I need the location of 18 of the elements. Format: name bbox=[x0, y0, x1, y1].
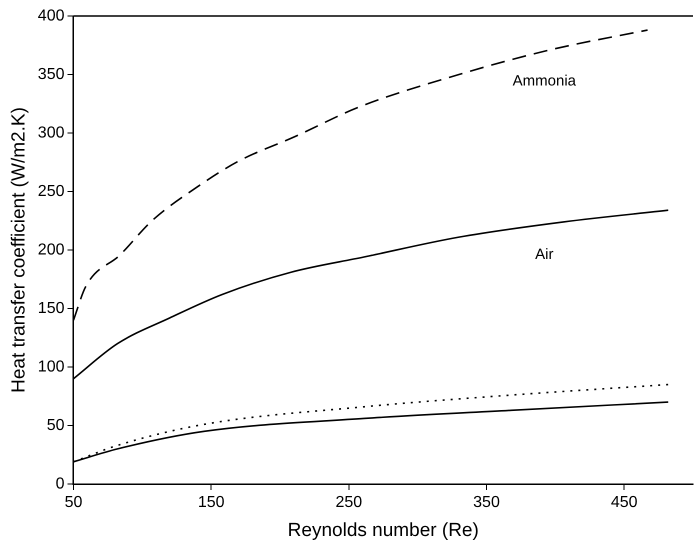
y-tick-label: 150 bbox=[38, 300, 65, 317]
series-label: Air bbox=[535, 246, 554, 263]
y-axis-title: Heat transfer coefficient (W/m2.K) bbox=[8, 107, 30, 393]
x-tick-label: 450 bbox=[610, 494, 638, 512]
y-tick-label: 300 bbox=[38, 124, 65, 142]
y-tick-label: 100 bbox=[38, 358, 65, 376]
y-tick-label: 400 bbox=[38, 7, 65, 24]
x-axis-title: Reynolds number (Re) bbox=[288, 520, 479, 541]
y-tick-label: 250 bbox=[38, 182, 65, 200]
y-tick-label: 350 bbox=[38, 66, 65, 83]
y-tick-label: 0 bbox=[56, 475, 65, 492]
y-tick-label: 50 bbox=[46, 416, 65, 434]
x-tick-label: 250 bbox=[335, 494, 362, 512]
series-label: Ammonia bbox=[512, 72, 577, 90]
y-tick-label: 200 bbox=[38, 241, 65, 258]
x-tick-label: 150 bbox=[198, 494, 225, 512]
x-tick-label: 350 bbox=[473, 494, 500, 512]
x-tick-label: 50 bbox=[64, 494, 82, 512]
